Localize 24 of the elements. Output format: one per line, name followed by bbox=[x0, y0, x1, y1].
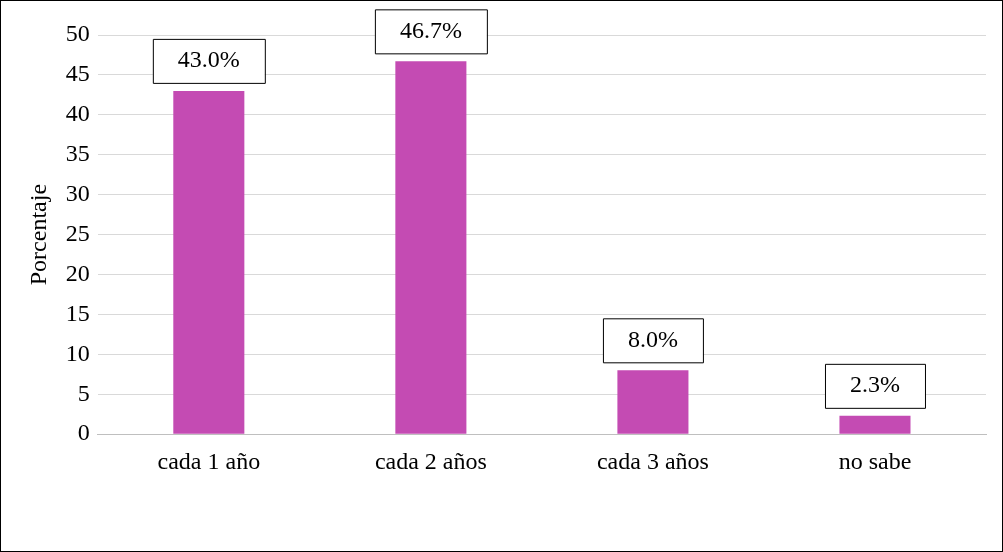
y-tick-label: 15 bbox=[65, 299, 90, 326]
bar bbox=[173, 90, 245, 434]
y-tick-label: 40 bbox=[65, 100, 90, 127]
y-tick-label: 25 bbox=[65, 219, 90, 246]
data-label: 8.0% bbox=[627, 325, 678, 352]
bar bbox=[617, 370, 689, 434]
x-tick-label: cada 2 años bbox=[374, 447, 487, 474]
y-tick-label: 5 bbox=[77, 379, 90, 406]
y-tick-label: 10 bbox=[65, 339, 90, 366]
y-axis-title: Porcentaje bbox=[24, 183, 51, 286]
data-label: 46.7% bbox=[399, 16, 462, 43]
bar bbox=[395, 61, 467, 434]
x-tick-label: no sabe bbox=[838, 447, 912, 474]
y-tick-label: 20 bbox=[65, 259, 90, 286]
bar bbox=[839, 415, 911, 434]
y-tick-label: 45 bbox=[65, 60, 90, 87]
y-tick-label: 30 bbox=[65, 179, 90, 206]
data-label: 43.0% bbox=[177, 46, 240, 73]
x-tick-label: cada 1 año bbox=[157, 447, 261, 474]
data-label: 2.3% bbox=[849, 371, 900, 398]
y-tick-label: 35 bbox=[65, 140, 90, 167]
x-tick-label: cada 3 años bbox=[596, 447, 709, 474]
y-tick-label: 0 bbox=[77, 419, 90, 446]
y-tick-label: 50 bbox=[65, 20, 90, 47]
